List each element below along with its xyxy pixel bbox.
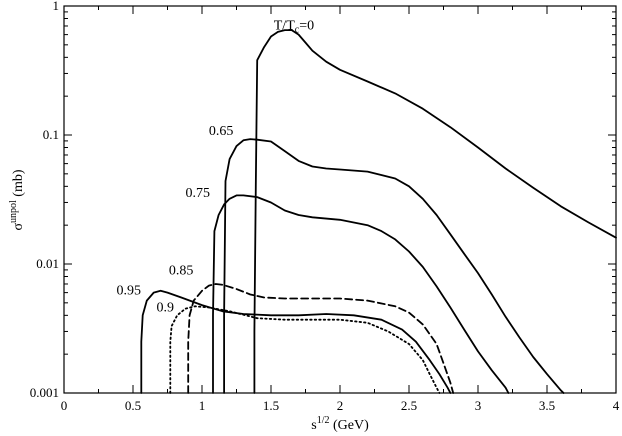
ticks-layer <box>63 5 617 394</box>
ann-t0-rest: =0 <box>299 18 314 33</box>
plot-frame <box>63 5 617 394</box>
y-axis-title-unit: (mb) <box>11 169 26 200</box>
tick-labels-layer: 0 0.5 1 1.5 2 2.5 3 3.5 4 0.001 0.01 0.1 1 <box>30 0 620 413</box>
x-axis-title: s1/2 (GeV) <box>311 415 369 433</box>
x-axis-title-base: s <box>311 418 316 433</box>
x-tick-label: 1.5 <box>263 398 279 413</box>
y-axis-title: σunpol (mb) <box>8 169 26 230</box>
annotations-layer: T/Tc=0 0.65 0.75 0.85 0.95 0.9 <box>116 18 314 315</box>
x-tick-label: 0 <box>61 398 68 413</box>
y-tick-label: 0.001 <box>30 385 59 400</box>
x-tick-label: 3.5 <box>539 398 555 413</box>
y-axis-title-base: σ <box>11 223 26 231</box>
x-tick-label: 4 <box>613 398 620 413</box>
series-line-t085 <box>187 283 455 394</box>
series-line-t09 <box>169 305 441 394</box>
series-line-t0 <box>253 29 617 394</box>
x-tick-label: 1 <box>199 398 206 413</box>
series-layer <box>140 29 617 394</box>
ann-t0-sub: c <box>295 24 300 35</box>
x-tick-label: 0.5 <box>125 398 141 413</box>
ann-09-label: 0.9 <box>156 300 174 315</box>
ann-t0-base: T/T <box>274 18 295 33</box>
y-tick-label: 1 <box>53 0 60 13</box>
y-tick-label: 0.01 <box>36 256 59 271</box>
x-axis-title-sup: 1/2 <box>317 415 330 426</box>
y-axis-title-sup: unpol <box>8 200 19 223</box>
ann-t0-label: T/Tc=0 <box>274 18 314 35</box>
series-line-t065 <box>223 138 565 394</box>
ann-065-label: 0.65 <box>209 124 234 139</box>
x-tick-label: 2.5 <box>401 398 417 413</box>
series-line-t075 <box>212 194 510 394</box>
x-axis-title-unit: (GeV) <box>329 418 369 433</box>
x-tick-label: 2 <box>337 398 344 413</box>
y-tick-label: 0.1 <box>43 127 59 142</box>
ann-085-label: 0.85 <box>169 263 194 278</box>
ann-075-label: 0.75 <box>185 186 210 201</box>
ann-095-label: 0.95 <box>116 284 141 299</box>
series-line-t095 <box>140 289 452 394</box>
x-tick-label: 3 <box>475 398 482 413</box>
